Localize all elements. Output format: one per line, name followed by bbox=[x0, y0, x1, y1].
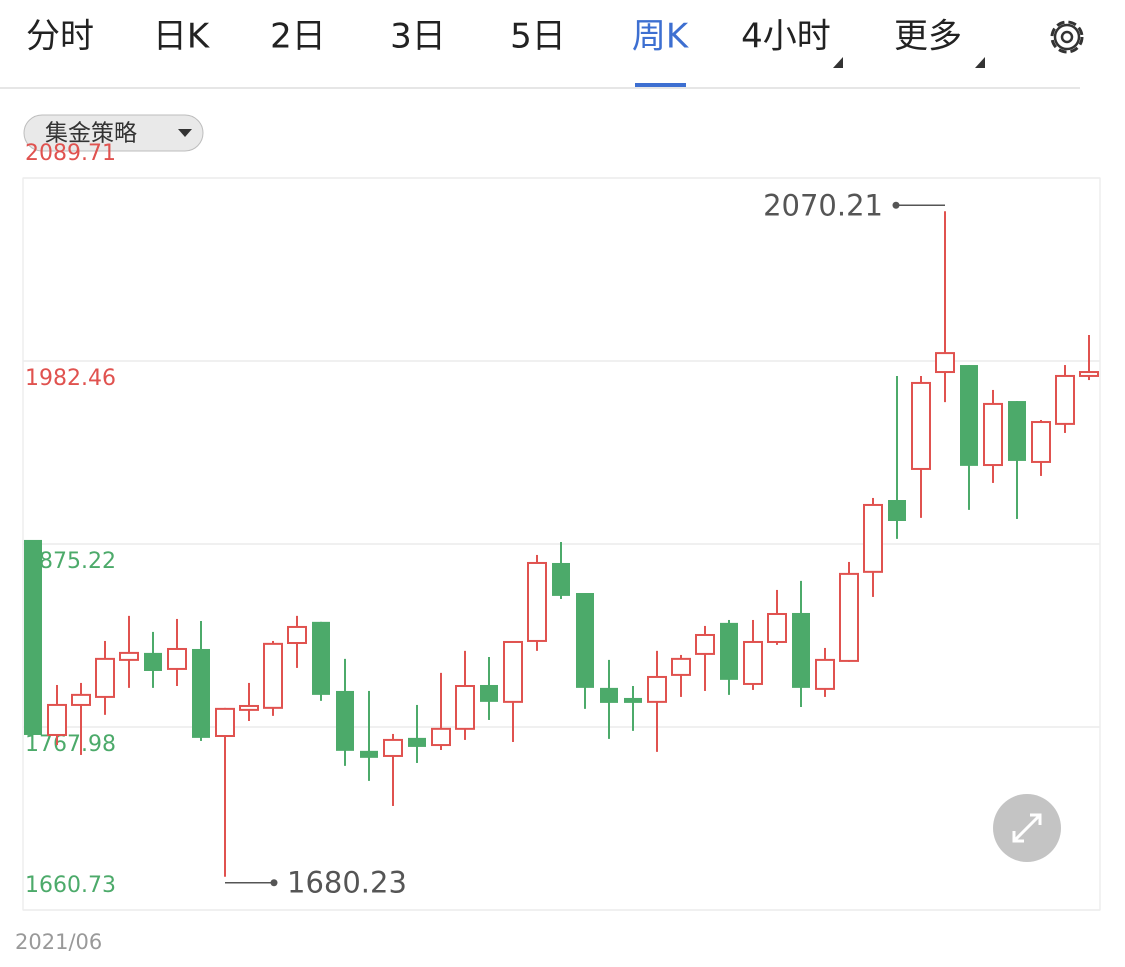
candle-body bbox=[695, 633, 715, 655]
tab[interactable]: 周K bbox=[632, 17, 690, 57]
candle-body bbox=[1055, 374, 1075, 425]
candle-body bbox=[527, 561, 547, 642]
strategy-dropdown[interactable]: 集金策略 bbox=[23, 114, 204, 152]
y-tick-label: 1982.46 bbox=[25, 366, 116, 391]
expand-arrows bbox=[1012, 813, 1042, 843]
tab[interactable]: 5日 bbox=[510, 17, 566, 57]
y-tick-label: 1660.73 bbox=[25, 873, 116, 898]
tab[interactable]: 3日 bbox=[390, 17, 446, 57]
y-tick-label: 2089.71 bbox=[25, 141, 116, 166]
candle-body bbox=[647, 675, 667, 703]
candle-body bbox=[624, 697, 642, 703]
candle-body bbox=[144, 652, 162, 671]
annotation-dot bbox=[892, 201, 900, 209]
candle-body bbox=[263, 642, 283, 709]
tab-bar: 分时 日K 2日 3日 5日 周K 4小时 更多 bbox=[26, 17, 985, 87]
annotations: 2070.21 1680.23 bbox=[225, 188, 945, 900]
dropdown-arrow bbox=[178, 129, 192, 137]
candle-body bbox=[360, 750, 378, 758]
candle-body bbox=[1079, 371, 1099, 377]
candle-body bbox=[24, 539, 42, 735]
dropdown-label: 集金策略 bbox=[45, 121, 137, 147]
tab[interactable]: 分时 bbox=[26, 17, 94, 57]
candle-body bbox=[671, 657, 691, 676]
candle-body bbox=[815, 658, 835, 690]
candle-body bbox=[743, 640, 763, 685]
candle-body bbox=[552, 562, 570, 596]
candle-body bbox=[935, 352, 955, 374]
candle-body bbox=[215, 707, 235, 738]
annotation-label: 2070.21 bbox=[763, 188, 883, 222]
candle-body bbox=[192, 648, 210, 738]
candle-body bbox=[239, 704, 259, 711]
candle-body bbox=[503, 640, 523, 703]
dropdown-pill bbox=[23, 114, 204, 152]
settings-icon[interactable] bbox=[1050, 20, 1084, 54]
candle-body bbox=[888, 500, 906, 521]
candle-body bbox=[600, 687, 618, 703]
tab-underline bbox=[635, 83, 686, 87]
candles bbox=[24, 211, 1099, 877]
candle-body bbox=[792, 612, 810, 688]
gear-hub bbox=[1060, 30, 1074, 44]
y-tick-label: 1767.98 bbox=[25, 732, 116, 757]
candle-body bbox=[767, 612, 787, 643]
candle-body bbox=[455, 685, 475, 730]
candle-body bbox=[71, 693, 91, 706]
candle-body bbox=[720, 622, 738, 680]
candle-body bbox=[1008, 401, 1026, 461]
candle-body bbox=[287, 625, 307, 645]
candle-body bbox=[983, 402, 1003, 467]
candle-body bbox=[863, 503, 883, 573]
gear-teeth bbox=[1050, 20, 1084, 54]
candle-body bbox=[47, 703, 67, 736]
candle-body bbox=[839, 572, 859, 662]
candle-body bbox=[383, 738, 403, 757]
candle-body bbox=[95, 657, 115, 698]
candle-body bbox=[480, 684, 498, 702]
candle-body bbox=[167, 647, 187, 670]
tab[interactable]: 更多 bbox=[894, 17, 962, 57]
tab[interactable]: 日K bbox=[153, 17, 211, 57]
tab-arrow bbox=[975, 57, 985, 68]
candle-body bbox=[336, 690, 354, 751]
tab-arrow bbox=[833, 57, 843, 68]
annotation-dot bbox=[270, 879, 278, 887]
candle-body bbox=[960, 365, 978, 466]
candle-body bbox=[1031, 421, 1051, 463]
candle-body bbox=[911, 381, 931, 470]
candle-body bbox=[431, 727, 451, 747]
x-tick-label: 2021/06 bbox=[15, 930, 102, 954]
expand-button[interactable] bbox=[993, 794, 1061, 862]
gear-ring bbox=[1053, 23, 1081, 51]
annotation-label: 1680.23 bbox=[287, 866, 407, 900]
candle-body bbox=[576, 593, 594, 688]
candle-body bbox=[312, 621, 330, 695]
tab[interactable]: 4小时 bbox=[741, 17, 831, 57]
candle-body bbox=[408, 737, 426, 747]
tab[interactable]: 2日 bbox=[270, 17, 326, 57]
candle-body bbox=[119, 651, 139, 661]
